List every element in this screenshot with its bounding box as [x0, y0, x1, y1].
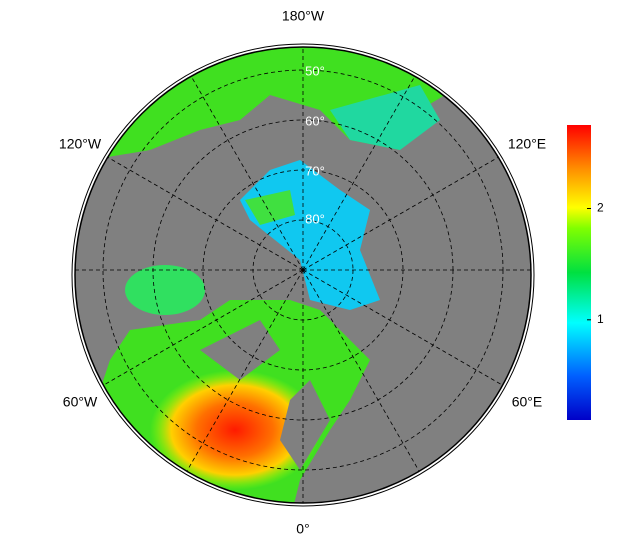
land [280, 380, 330, 470]
ocean [330, 85, 440, 150]
graticule [75, 47, 531, 503]
longitude-label: 60°E [512, 394, 543, 410]
ocean [245, 190, 295, 225]
longitude-label: 120°E [508, 136, 546, 152]
meridian [94, 149, 304, 271]
meridian [94, 269, 304, 391]
latitude-label: 70° [305, 163, 325, 178]
longitude-label: 180°W [282, 8, 325, 24]
longitude-label: 60°W [63, 394, 98, 410]
colorbar [567, 125, 591, 420]
longitude-label: 120°W [59, 136, 102, 152]
meridian [302, 61, 424, 271]
latitude-label: 60° [305, 113, 325, 128]
meridian [302, 269, 512, 391]
latitude-label: 80° [305, 211, 325, 226]
meridian [182, 269, 304, 479]
ocean [125, 265, 205, 315]
land [200, 320, 280, 380]
map-border [71, 43, 535, 507]
map-border [74, 46, 532, 504]
colorbar-tick-label: 1 [597, 312, 604, 326]
meridian [302, 149, 512, 271]
longitude-label: 0° [296, 521, 309, 537]
meridian [182, 61, 304, 271]
ocean [150, 370, 320, 490]
meridian [302, 269, 424, 479]
map-disk [75, 47, 531, 503]
latitude-label: 50° [305, 63, 325, 78]
colorbar-tick-label: 2 [597, 201, 604, 215]
